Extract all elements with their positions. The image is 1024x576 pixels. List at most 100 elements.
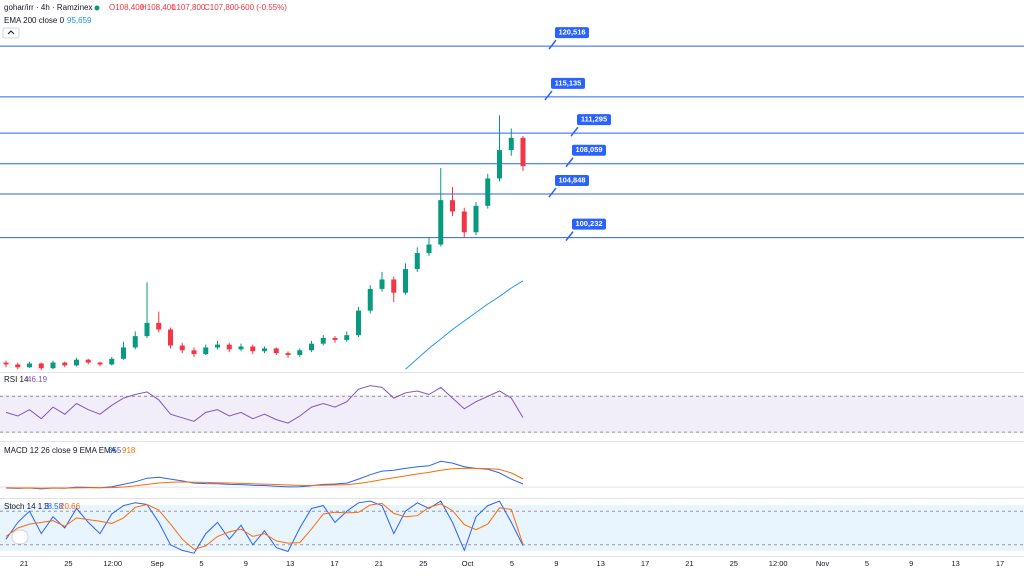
candle-body (497, 150, 502, 179)
ema-value: 95,659 (67, 16, 92, 25)
x-tick-label: 5 (199, 559, 203, 568)
candle-body (309, 343, 314, 351)
x-tick-label: 12:00 (103, 559, 122, 568)
candle-body (3, 362, 9, 365)
level-label-box (572, 144, 606, 156)
macd-signal-value: 918 (122, 446, 136, 455)
ohlc-low: L107,800 (172, 3, 206, 12)
macd-value: 355 (108, 446, 122, 455)
x-tick-label: 12:00 (769, 559, 788, 568)
macd-line (5, 467, 524, 489)
x-tick-label: 25 (419, 559, 427, 568)
stoch-name: Stoch 14 1 3 (4, 502, 49, 511)
level-pointer (548, 39, 557, 50)
candle-body (297, 350, 303, 356)
level-label: 111,295 (581, 115, 607, 124)
level-label-box (577, 114, 611, 126)
candle-body (461, 211, 467, 233)
level-label: 100,232 (575, 219, 602, 228)
candle-body (97, 362, 103, 365)
ohlc-change: -600 (-0.55%) (238, 3, 287, 12)
ema-line (405, 280, 524, 370)
candle-body (262, 348, 267, 352)
candle-body (38, 363, 44, 369)
x-tick-label: 17 (641, 559, 649, 568)
settings-button[interactable] (11, 529, 29, 545)
candle-body (426, 244, 432, 254)
x-tick-label: 13 (951, 559, 959, 568)
level-pointer (565, 157, 574, 168)
x-tick-label: Nov (816, 559, 830, 568)
ohlc-open: O108,400 (109, 3, 145, 12)
candle-body (215, 344, 220, 348)
candle-body (285, 353, 291, 356)
candle-body (238, 346, 244, 350)
candle-body (144, 322, 150, 337)
rsi-value: 46.19 (27, 375, 48, 384)
ohlc-close: C107,800 (204, 3, 239, 12)
stoch-line (5, 502, 524, 550)
level-label: 115,135 (555, 78, 582, 87)
rsi-band (0, 395, 1024, 433)
x-tick-label: 25 (730, 559, 738, 568)
candle-body (27, 363, 32, 368)
candle-body (109, 358, 115, 365)
candle-body (179, 345, 185, 351)
candle-body (203, 347, 209, 355)
candle-body (344, 335, 350, 340)
x-tick-label: 13 (286, 559, 294, 568)
x-tick-label: 5 (510, 559, 514, 568)
x-tick-label: 21 (685, 559, 693, 568)
rsi-line (5, 385, 524, 424)
level-label: 108,059 (575, 145, 602, 154)
candle-body (367, 288, 373, 311)
candle-body (226, 344, 232, 350)
x-tick-label: 17 (996, 559, 1004, 568)
level-pointer (544, 90, 553, 101)
x-tick-label: 9 (909, 559, 913, 568)
x-tick-label: 5 (865, 559, 869, 568)
collapse-icon (7, 30, 15, 35)
level-label-box (572, 218, 606, 230)
level-label-box (551, 77, 585, 89)
candle-body (356, 310, 361, 336)
candle-body (508, 137, 514, 151)
x-tick-label: 21 (20, 559, 28, 568)
collapse-button[interactable] (2, 27, 20, 39)
macd-name: MACD 12 26 close 9 EMA EMA (4, 446, 117, 455)
ohlc-high: H108,400 (141, 3, 176, 12)
level-label: 104,848 (558, 176, 585, 185)
level-label-box (555, 27, 589, 39)
stoch-k-value: 18.58 (43, 502, 64, 511)
level-pointer (570, 126, 579, 137)
candle-body (273, 348, 279, 354)
candle-body (132, 336, 138, 348)
candle-body (414, 253, 420, 270)
candle-body (156, 322, 162, 330)
x-tick-label: 25 (64, 559, 72, 568)
candle-body (520, 137, 526, 167)
level-label: 120,516 (558, 28, 585, 37)
ema-name: EMA 200 close 0 (4, 16, 65, 25)
candle-body (85, 359, 91, 363)
x-tick-label: 17 (330, 559, 338, 568)
rsi-name: RSI 14 (4, 375, 29, 384)
level-pointer (548, 187, 557, 198)
stoch-d-value: 20.66 (60, 502, 81, 511)
x-tick-label: 9 (244, 559, 248, 568)
candle-body (450, 200, 455, 212)
x-tick-label: 9 (554, 559, 558, 568)
candle-body (121, 347, 126, 359)
candle-body (438, 200, 444, 245)
candle-body (391, 279, 397, 293)
candle-body (50, 362, 56, 369)
symbol: gohar/irr · 4h · Ramzinex (4, 3, 92, 12)
candle-body (250, 346, 256, 352)
candle-body (320, 338, 326, 344)
candle-body (62, 362, 68, 366)
status-dot (94, 5, 100, 11)
level-pointer (565, 231, 574, 242)
x-tick-label: Oct (462, 559, 475, 568)
x-tick-label: Sep (150, 559, 163, 568)
